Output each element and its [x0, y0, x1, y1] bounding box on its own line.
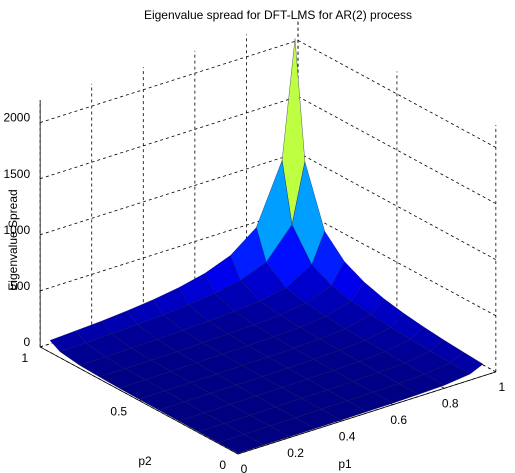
x-tick-label: 1: [498, 380, 505, 394]
chart-title: Eigenvalue spread for DFT-LMS for AR(2) …: [144, 8, 412, 22]
x-tick-label: 0.8: [442, 396, 459, 410]
z-tick-label: 500: [10, 279, 30, 293]
y-tick-label: 0.5: [110, 405, 127, 419]
z-tick-label: 2000: [3, 111, 30, 125]
y-axis-label: p2: [138, 454, 152, 468]
axis-line: [237, 371, 496, 455]
y-tick-label: 0: [219, 458, 226, 472]
y-tick-label: 1: [21, 351, 28, 365]
z-tick-label: 1000: [3, 223, 30, 237]
grid-line: [39, 346, 239, 455]
x-tick-label: 0.4: [339, 429, 356, 443]
grid-line: [297, 208, 497, 317]
grid-line: [297, 152, 497, 261]
x-axis-label: p1: [338, 457, 352, 471]
x-tick-label: 0.6: [390, 413, 407, 427]
z-tick-label: 1500: [3, 167, 30, 181]
surface-patch: [217, 434, 265, 454]
z-tick-label: 0: [23, 335, 30, 349]
x-tick-label: 0: [241, 462, 248, 473]
z-axis-label: Eigenvalue Spread: [6, 189, 20, 290]
grid-line: [297, 40, 497, 148]
x-tick-label: 0.2: [287, 446, 304, 460]
grid-line: [297, 96, 497, 204]
